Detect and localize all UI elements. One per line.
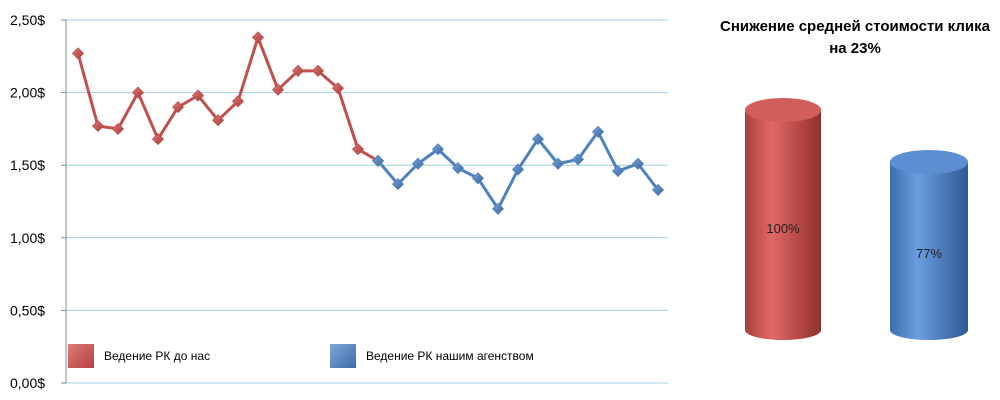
data-point-marker (171, 101, 185, 114)
data-point-marker (391, 178, 405, 191)
data-point-marker (71, 47, 85, 60)
data-point-marker (311, 64, 325, 77)
legend-swatch-blue (330, 344, 356, 368)
data-point-marker (571, 153, 585, 166)
data-point-marker (451, 162, 465, 175)
data-point-marker (151, 132, 165, 146)
y-tick-label: 2,50$ (10, 12, 45, 28)
data-point-marker (111, 122, 125, 135)
series-lines (76, 35, 660, 211)
data-point-marker (491, 202, 505, 215)
gridlines (66, 19, 668, 384)
cylinder-chart-title: Снижение средней стоимости клика на 23% (720, 18, 990, 57)
data-point-marker (251, 31, 265, 44)
cylinder-before: 100% (745, 98, 821, 340)
y-tick-label: 0,50$ (10, 302, 45, 318)
y-tick-label: 2,00$ (10, 85, 45, 101)
data-point-marker (131, 86, 145, 99)
data-point-marker (551, 157, 565, 170)
y-tick-label: 1,50$ (10, 157, 45, 173)
y-tick-label: 1,00$ (10, 230, 45, 246)
cylinder-agency-label: 77% (916, 246, 942, 261)
cylinder-agency: 77% (890, 150, 968, 340)
data-point-marker (611, 164, 625, 178)
line-chart: 0,00$ 0,50$ 1,00$ 1,50$ 2,00$ 2,50$ (10, 12, 668, 391)
y-axis-ticks: 0,00$ 0,50$ 1,00$ 1,50$ 2,00$ 2,50$ (10, 12, 67, 391)
legend-swatch-red (68, 344, 94, 368)
series-line-0 (76, 35, 379, 163)
data-point-marker (511, 163, 525, 176)
data-point-marker (331, 82, 345, 95)
data-point-marker (471, 172, 485, 185)
cylinder-before-top (745, 98, 821, 122)
data-point-marker (271, 83, 285, 96)
data-point-marker (591, 125, 605, 138)
legend: Ведение РК до нас Ведение РК нашим агенс… (68, 344, 668, 370)
data-point-marker (91, 119, 105, 133)
legend-label-before: Ведение РК до нас (104, 349, 211, 363)
data-point-marker (411, 157, 425, 170)
data-point-marker (231, 95, 245, 108)
legend-item-agency: Ведение РК нашим агенством (330, 344, 534, 368)
data-point-marker (371, 154, 385, 167)
cylinder-agency-top (890, 150, 968, 174)
legend-item-before: Ведение РК до нас (68, 344, 210, 368)
data-point-marker (291, 64, 305, 77)
cylinder-agency-body (890, 162, 968, 340)
cylinder-before-body (745, 110, 821, 340)
y-tick-label: 0,00$ (10, 375, 45, 391)
data-point-marker (431, 143, 445, 156)
legend-label-agency: Ведение РК нашим агенством (366, 349, 534, 363)
data-point-marker (531, 132, 545, 146)
cylinder-before-label: 100% (766, 221, 800, 236)
data-point-marker (651, 183, 665, 196)
cylinder-chart: 100% 77% (745, 98, 968, 340)
data-point-marker (351, 143, 365, 156)
data-point-marker (211, 114, 225, 127)
series-markers (71, 31, 665, 215)
data-point-marker (191, 89, 205, 102)
data-point-marker (631, 157, 645, 170)
